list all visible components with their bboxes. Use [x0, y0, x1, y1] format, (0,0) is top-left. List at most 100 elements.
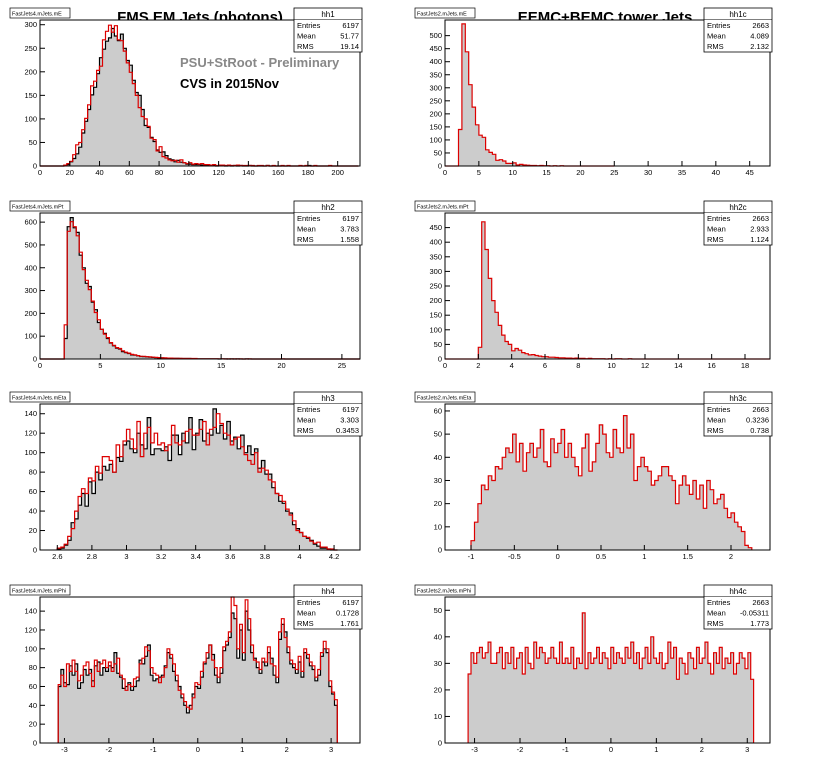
stats-box — [293, 391, 363, 437]
y-tick-label: 400 — [24, 263, 37, 272]
y-tick-label: 60 — [434, 406, 442, 415]
x-tick-label: 30 — [644, 168, 652, 177]
x-tick-label: 40 — [95, 168, 103, 177]
stats-name: hh1c — [729, 10, 746, 19]
x-tick-label: 3 — [124, 552, 128, 561]
x-tick-label: 0 — [38, 361, 42, 370]
x-tick-label: 200 — [331, 168, 344, 177]
y-tick-label: 300 — [429, 267, 442, 276]
name-tag: FastJets4.mJets.mPhi — [12, 589, 66, 595]
histogram-panel: -3 -2 -1 0 1 2 301020304050FastJets2.mJets.mPh… — [414, 584, 773, 754]
y-tick-label: 300 — [24, 20, 37, 29]
stats-value: 51.77 — [340, 32, 359, 41]
y-tick-label: 60 — [29, 682, 37, 691]
stats-name: hh4 — [321, 587, 335, 596]
stats-label: Entries — [297, 405, 321, 414]
x-tick-label: 2 — [285, 745, 289, 754]
panels-group: 0 20 40 60 80 100 120 140 160 180 2000501001502002… — [9, 7, 773, 754]
y-tick-label: 0 — [33, 739, 37, 748]
y-tick-label: 400 — [429, 57, 442, 66]
stats-value: 0.3453 — [336, 426, 359, 435]
x-tick-label: 160 — [272, 168, 285, 177]
name-tag-box — [9, 200, 71, 212]
x-tick-label: 25 — [610, 168, 618, 177]
stats-name: hh2c — [729, 203, 746, 212]
y-tick-label: 350 — [429, 252, 442, 261]
y-tick-label: 200 — [429, 109, 442, 118]
x-tick-label: 5 — [477, 168, 481, 177]
stats-label: Mean — [297, 609, 316, 618]
x-tick-label: 60 — [125, 168, 133, 177]
x-tick-label: 120 — [212, 168, 225, 177]
stats-label: RMS — [707, 235, 724, 244]
y-tick-label: 80 — [29, 468, 37, 477]
stats-label: RMS — [707, 426, 724, 435]
stats-label: Entries — [707, 405, 731, 414]
stats-value: 2.132 — [750, 42, 769, 51]
histogram-panel: 0 5 10 15 20 25 30 35 40 450501001502002503003504… — [414, 7, 773, 177]
y-tick-label: 0 — [438, 546, 442, 555]
stats-value: 6197 — [342, 405, 359, 414]
x-tick-label: -1 — [468, 552, 475, 561]
x-tick-label: 15 — [542, 168, 550, 177]
y-tick-label: 450 — [429, 44, 442, 53]
stats-label: Entries — [707, 598, 731, 607]
histogram-series — [56, 413, 338, 551]
plot-frame — [39, 19, 361, 167]
stats-name: hh3 — [321, 394, 335, 403]
stats-label: Mean — [297, 416, 316, 425]
y-tick-label: 40 — [434, 632, 442, 641]
y-tick-label: 100 — [24, 114, 37, 123]
y-tick-label: 350 — [429, 70, 442, 79]
x-tick-label: -0.5 — [508, 552, 521, 561]
name-tag: FastJets4.mJets.mE — [12, 12, 62, 18]
y-tick-label: 0 — [438, 162, 442, 171]
y-tick-label: 140 — [24, 409, 37, 418]
y-tick-label: 400 — [429, 238, 442, 247]
x-tick-label: 10 — [607, 361, 615, 370]
histogram-panel: 0 5 10 15 20 25 0 100 200 300 400 500 600 FastJets4.m… — [9, 200, 363, 370]
stats-label: Entries — [297, 21, 321, 30]
stats-label: Mean — [707, 225, 726, 234]
stats-value: 1.773 — [750, 619, 769, 628]
y-tick-label: 120 — [24, 429, 37, 438]
y-tick-label: 10 — [434, 522, 442, 531]
stats-value: -0.05311 — [740, 609, 769, 618]
x-tick-label: 0.5 — [596, 552, 606, 561]
y-tick-label: 80 — [29, 663, 37, 672]
histogram-panel: 0 2 4 6 8 10 12 14 16 18 0 50 100 150 200 250 300 350 400 4… — [414, 200, 773, 370]
y-tick-label: 40 — [29, 507, 37, 516]
x-tick-label: 0 — [443, 168, 447, 177]
y-tick-label: 50 — [434, 606, 442, 615]
x-tick-label: 1 — [654, 745, 658, 754]
x-tick-label: 8 — [576, 361, 580, 370]
x-tick-label: 20 — [576, 168, 584, 177]
x-tick-label: 3.8 — [260, 552, 270, 561]
x-tick-label: 140 — [242, 168, 255, 177]
x-tick-label: 0 — [609, 745, 613, 754]
name-tag: FastJets4.mJets.mPt — [12, 205, 64, 211]
stats-label: RMS — [707, 42, 724, 51]
stats-name: hh1 — [321, 10, 335, 19]
y-tick-label: 0 — [33, 546, 37, 555]
y-tick-label: 40 — [29, 701, 37, 710]
stats-value: 2663 — [752, 405, 769, 414]
histogram-panel: 2.6 2.8 3 3.2 3.4 3.6 3.8 4 4.2 0 20 40 60 80 100 120 14… — [9, 391, 363, 561]
stats-value: 4.089 — [750, 32, 769, 41]
y-tick-label: 150 — [429, 311, 442, 320]
stats-label: RMS — [297, 619, 314, 628]
y-tick-label: 120 — [24, 625, 37, 634]
stats-label: RMS — [297, 426, 314, 435]
y-tick-label: 150 — [24, 91, 37, 100]
y-tick-label: 140 — [24, 607, 37, 616]
y-tick-label: 50 — [434, 340, 442, 349]
x-tick-label: 0 — [38, 168, 42, 177]
plot-frame — [39, 596, 361, 744]
x-tick-label: 100 — [183, 168, 196, 177]
y-tick-label: 250 — [429, 282, 442, 291]
stats-box — [703, 200, 773, 246]
stats-label: Mean — [707, 609, 726, 618]
name-tag: FastJets4.mJets.mEta — [12, 396, 67, 402]
stats-label: Entries — [297, 214, 321, 223]
stats-name: hh4c — [729, 587, 746, 596]
